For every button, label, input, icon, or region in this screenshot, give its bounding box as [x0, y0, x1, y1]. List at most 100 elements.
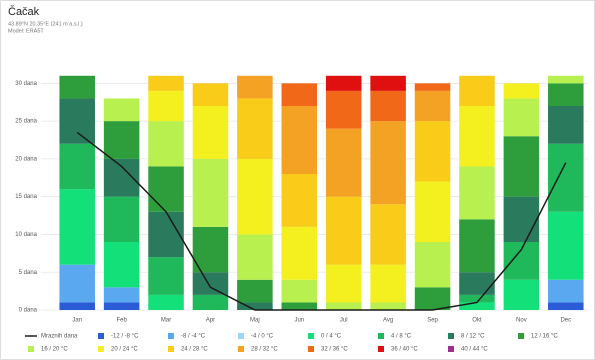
bar-segment — [548, 106, 584, 144]
legend-label: Mraznih dana — [41, 334, 78, 340]
bar-segment — [148, 75, 184, 91]
legend-swatch — [378, 333, 384, 339]
bar-segment — [548, 75, 584, 84]
bar-segment — [103, 302, 140, 310]
bar-segment — [548, 211, 584, 280]
bar-segment — [103, 196, 140, 242]
legend-label: 20 / 24 °C — [111, 347, 138, 353]
bar-segment — [59, 302, 95, 310]
bar-segment — [103, 242, 140, 288]
y-tick-label: 0 dana — [19, 308, 38, 314]
x-tick-label: Okt — [472, 318, 482, 324]
bar-segment — [237, 98, 273, 159]
bar-segment — [325, 302, 362, 310]
legend-swatch — [238, 333, 244, 339]
bar-segment — [503, 98, 540, 137]
bar-segment — [192, 226, 229, 273]
bar-segment — [325, 196, 362, 265]
bar-segment — [503, 242, 540, 280]
bar-segment — [281, 83, 318, 106]
bar-segment — [414, 181, 451, 242]
line — [76, 131, 567, 311]
y-tick-label: 25 dana — [15, 119, 37, 125]
bar-segment — [503, 136, 540, 197]
bar-segment — [192, 83, 229, 106]
bar-segment — [503, 279, 540, 310]
bar-segment — [148, 211, 184, 258]
bar-segment — [148, 257, 184, 295]
bar-segment — [103, 287, 140, 303]
legend-swatch — [168, 333, 174, 339]
bar-segment — [370, 75, 406, 91]
bar-segment — [548, 83, 584, 106]
bar-segment — [148, 121, 184, 167]
x-tick-label: Nov — [516, 318, 527, 324]
bar-segment — [103, 158, 140, 197]
bar-segment — [325, 128, 362, 197]
legend-label: 32 / 36 °C — [321, 347, 348, 353]
bar-segment — [370, 90, 406, 122]
legend-label: 36 / 40 °C — [391, 347, 418, 353]
subtitle: Model: ERA5T — [8, 28, 44, 34]
y-tick-label: 30 dana — [15, 81, 37, 87]
x-tick-label: Maj — [250, 318, 260, 324]
bar-segment — [281, 279, 318, 303]
bar-segment — [459, 219, 495, 273]
bar-segment — [59, 75, 95, 99]
y-tick-label: 10 dana — [15, 232, 37, 238]
bar-segment — [414, 287, 451, 310]
legend-swatch — [378, 346, 384, 352]
legend-swatch — [28, 346, 34, 352]
bar-segment — [414, 83, 451, 91]
y-tick-label: 15 dana — [15, 194, 37, 200]
bar-segment — [192, 106, 229, 159]
bar-segment — [414, 90, 451, 122]
bar-segment — [281, 302, 318, 310]
x-tick-label: Avg — [383, 318, 393, 324]
bar-segment — [325, 90, 362, 129]
bar-segment — [59, 143, 95, 190]
bar-segment — [370, 121, 406, 205]
bar-segment — [192, 158, 229, 227]
legend-swatch — [168, 346, 174, 352]
bar-segment — [548, 302, 584, 310]
x-tick-label: Jan — [72, 318, 82, 324]
x-tick-label: Apr — [206, 318, 215, 324]
bar-segment — [459, 75, 495, 106]
legend-swatch — [448, 346, 454, 352]
legend-label: 24 / 28 °C — [181, 347, 208, 353]
bar-segment — [281, 174, 318, 227]
bar-segment — [459, 272, 495, 295]
subtitle: 43.89°N 20.35°E (241 m a.s.l.) — [8, 21, 83, 27]
bar-segment — [148, 294, 184, 310]
legend-swatch — [518, 333, 524, 339]
legend-label: 0 / 4 °C — [321, 334, 342, 340]
bar-segment — [503, 83, 540, 99]
bar-segment — [459, 166, 495, 220]
legend-swatch — [238, 346, 244, 352]
bar-segment — [281, 106, 318, 174]
bar-segment — [414, 242, 451, 288]
y-tick-label: 20 dana — [15, 156, 37, 162]
bar-segment — [370, 204, 406, 265]
x-tick-label: Mar — [161, 318, 171, 324]
legend-label: -8 / -4 °C — [181, 334, 206, 340]
bar-segment — [237, 279, 273, 303]
bar-segment — [503, 196, 540, 242]
legend-label: -12 / -8 °C — [111, 334, 139, 340]
x-tick-label: Sep — [427, 318, 438, 324]
bar-segment — [237, 75, 273, 99]
legend-label: 4 / 8 °C — [391, 334, 412, 340]
bar-segment — [237, 302, 273, 310]
bar-segment — [237, 158, 273, 235]
chart-title: Čačak — [8, 5, 40, 18]
bar-segment — [325, 264, 362, 303]
bar-segment — [148, 90, 184, 122]
bar-segment — [459, 106, 495, 167]
legend-label: 40 / 44 °C — [461, 347, 488, 353]
bar-segment — [59, 98, 95, 144]
legend-swatch — [308, 333, 314, 339]
bar-segment — [237, 234, 273, 280]
legend-label: 16 / 20 °C — [41, 347, 68, 353]
